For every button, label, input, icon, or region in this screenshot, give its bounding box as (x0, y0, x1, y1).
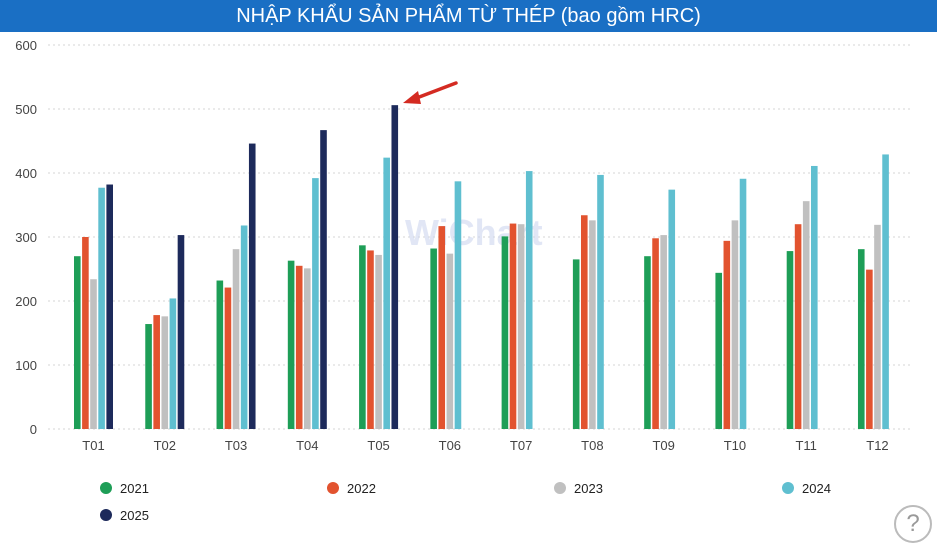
x-tick-label: T11 (795, 438, 816, 453)
legend-label-2025: 2025 (120, 508, 149, 523)
bar-2023-T02 (161, 316, 169, 429)
legend-label-2022: 2022 (347, 481, 376, 496)
bar-2024-T10 (739, 178, 747, 429)
bar-2024-T06 (454, 181, 462, 429)
x-tick-label: T01 (82, 438, 104, 453)
legend: 2021 2022 2023 2024 2025 (100, 481, 831, 523)
legend-marker-2021 (100, 482, 112, 494)
bar-2025-T01 (106, 184, 113, 429)
legend-marker-2023 (554, 482, 566, 494)
bar-2021-T03 (216, 280, 224, 429)
y-tick-label: 300 (15, 230, 37, 245)
bar-2021-T04 (287, 260, 295, 429)
bar-2025-T04 (320, 130, 327, 429)
x-tick-label: T10 (724, 438, 746, 453)
annotation-arrow-head (403, 91, 421, 104)
bar-2024-T09 (668, 189, 676, 429)
bar-2023-T01 (90, 279, 97, 429)
bar-2023-T08 (589, 220, 596, 429)
bar-2024-T12 (882, 154, 889, 429)
bar-2024-T01 (98, 187, 105, 429)
bar-2022-T10 (723, 240, 731, 429)
bar-2024-T04 (312, 178, 319, 429)
y-tick-label: 600 (15, 38, 37, 53)
bar-2022-T03 (224, 287, 232, 429)
bar-2023-T10 (731, 220, 739, 429)
bar-2023-T12 (874, 224, 881, 429)
bar-2021-T05 (359, 245, 366, 429)
legend-label-2024: 2024 (802, 481, 831, 496)
bar-2024-T03 (240, 225, 248, 429)
bar-2022-T02 (153, 315, 160, 429)
bar-2021-T07 (501, 236, 509, 429)
bar-2021-T01 (74, 256, 81, 429)
x-tick-label: T03 (225, 438, 247, 453)
bar-2022-T09 (652, 238, 659, 429)
bar-2024-T11 (811, 165, 818, 429)
help-button[interactable]: ? (894, 505, 932, 543)
bars (74, 105, 889, 429)
legend-label-2023: 2023 (574, 481, 603, 496)
bar-2021-T12 (857, 249, 865, 429)
x-tick-label: T05 (367, 438, 389, 453)
chart-title: NHẬP KHẨU SẢN PHẨM TỪ THÉP (bao gồm HRC) (0, 0, 937, 32)
bar-2021-T10 (715, 272, 723, 429)
y-tick-label: 100 (15, 358, 37, 373)
y-tick-label: 0 (30, 422, 37, 437)
bar-2022-T04 (295, 265, 303, 429)
legend-marker-2024 (782, 482, 794, 494)
bar-2024-T02 (169, 298, 177, 429)
bar-2024-T05 (383, 157, 390, 429)
x-tick-label: T08 (581, 438, 603, 453)
gridlines: 0 100 200 300 400 500 600 (15, 38, 913, 437)
y-tick-label: 500 (15, 102, 37, 117)
bar-2023-T07 (517, 224, 525, 429)
annotation-arrow (403, 81, 458, 104)
x-tick-label: T12 (866, 438, 888, 453)
x-tick-label: T07 (510, 438, 532, 453)
bar-2022-T07 (509, 223, 517, 429)
legend-marker-2025 (100, 509, 112, 521)
bar-2021-T08 (572, 259, 580, 429)
bar-2022-T06 (438, 226, 446, 429)
bar-2022-T11 (794, 224, 802, 429)
bar-2025-T05 (391, 105, 399, 429)
annotation-arrow-line (412, 81, 458, 101)
bar-2024-T07 (525, 171, 533, 429)
bar-2022-T08 (580, 215, 588, 429)
y-tick-label: 200 (15, 294, 37, 309)
bar-2022-T05 (367, 250, 374, 429)
bar-2023-T05 (375, 254, 382, 429)
bar-2023-T11 (802, 201, 810, 429)
x-tick-label: T06 (439, 438, 461, 453)
bar-2025-T02 (177, 235, 185, 429)
bar-2024-T08 (597, 174, 604, 429)
x-tick-label: T04 (296, 438, 318, 453)
bar-2022-T01 (82, 237, 89, 429)
bar-2021-T09 (644, 256, 651, 429)
bar-2021-T11 (786, 251, 794, 429)
bar-2021-T06 (430, 248, 437, 429)
bar-2023-T06 (446, 253, 454, 429)
bar-2021-T02 (145, 324, 152, 429)
bar-2023-T04 (304, 268, 311, 429)
bar-2025-T03 (248, 143, 256, 429)
x-tick-label: T02 (154, 438, 176, 453)
bar-2023-T09 (660, 235, 667, 429)
x-axis-labels: T01 T02 T03 T04 T05 T06 T07 T08 T09 T10 T11 T12 (82, 438, 888, 453)
bar-2022-T12 (866, 269, 873, 429)
legend-marker-2022 (327, 482, 339, 494)
x-tick-label: T09 (652, 438, 674, 453)
y-tick-label: 400 (15, 166, 37, 181)
bar-2023-T03 (232, 249, 240, 429)
legend-label-2021: 2021 (120, 481, 149, 496)
